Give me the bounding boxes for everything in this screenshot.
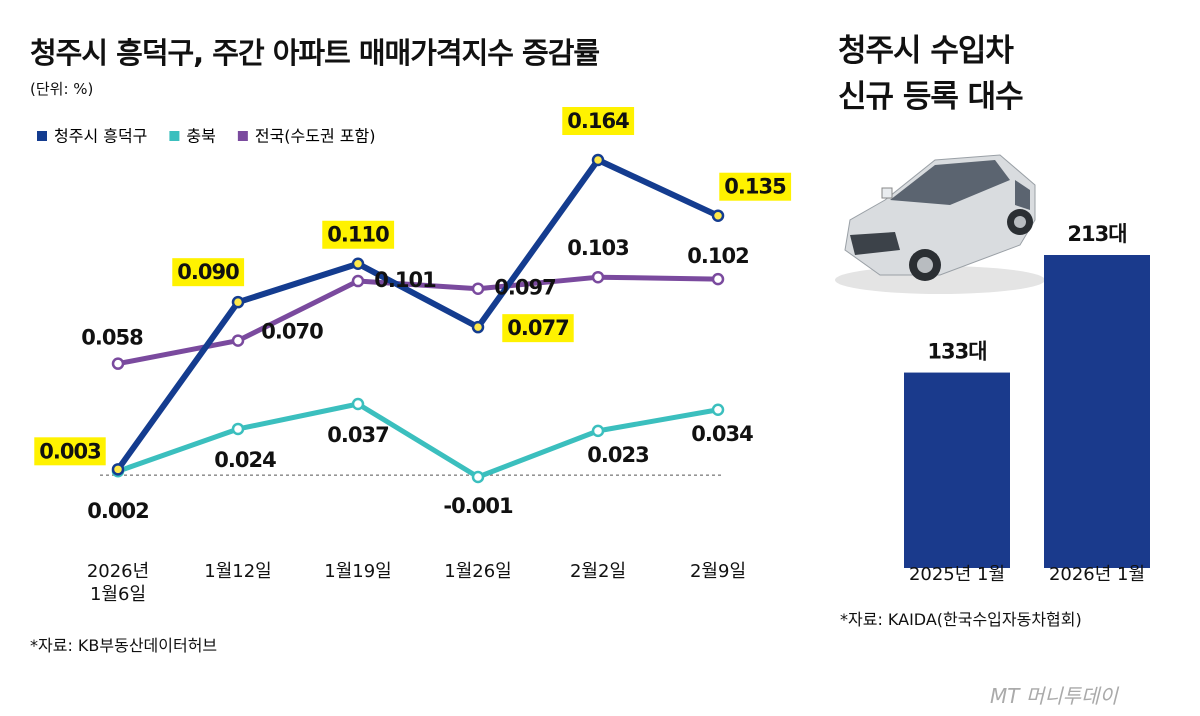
data-label-group: 0.101 bbox=[374, 268, 437, 292]
x-tick-label: 1월26일 bbox=[444, 561, 512, 582]
data-label-group: 0.077 bbox=[502, 314, 574, 343]
series-line bbox=[115, 157, 720, 472]
legend-label: 충북 bbox=[186, 127, 215, 146]
data-label-group: 0.102 bbox=[687, 244, 749, 268]
data-label-group: 0.037 bbox=[327, 423, 389, 447]
data-label: 0.002 bbox=[87, 499, 148, 523]
data-label: 0.058 bbox=[81, 326, 143, 350]
data-point bbox=[111, 463, 125, 476]
x-tick-label: 1월19일 bbox=[324, 561, 392, 582]
data-point bbox=[471, 320, 485, 334]
x-tick-label: 2026년 1월6일 bbox=[86, 561, 150, 605]
data-point bbox=[351, 397, 365, 411]
chart-title: 청주시 흥덕구, 주간 아파트 매매가격지수 증감률 bbox=[30, 36, 600, 70]
data-label: 0.024 bbox=[214, 448, 276, 472]
data-label: 0.037 bbox=[327, 423, 388, 447]
x-tick-label: 2026년 1월 bbox=[1048, 564, 1146, 585]
label-highlight bbox=[562, 107, 635, 135]
x-tick-label: 1월12일 bbox=[204, 561, 272, 582]
data-point bbox=[711, 209, 725, 222]
data-label-group: 0.103 bbox=[567, 236, 629, 260]
data-label: 0.101 bbox=[374, 268, 436, 292]
legend-swatch bbox=[169, 131, 180, 141]
x-tick-label: 2월2일 bbox=[569, 561, 627, 582]
data-label-group: 0.024 bbox=[214, 448, 277, 472]
legend-swatch bbox=[237, 131, 248, 141]
data-label: 0.023 bbox=[587, 443, 648, 467]
data-label: 0.097 bbox=[494, 276, 555, 300]
data-label: 0.103 bbox=[567, 236, 628, 260]
data-point bbox=[351, 274, 365, 288]
data-point bbox=[711, 272, 725, 286]
data-point bbox=[591, 153, 605, 167]
data-point bbox=[351, 257, 365, 270]
data-label: 133대 bbox=[927, 340, 986, 364]
x-tick-label: 2월9일 bbox=[689, 561, 747, 582]
data-label-group: 0.003 bbox=[34, 437, 106, 466]
legend-label: 전국(수도권 포함) bbox=[255, 127, 376, 146]
data-label-group: 0.002 bbox=[87, 499, 149, 523]
data-point bbox=[231, 334, 245, 347]
data-label: 0.034 bbox=[691, 422, 753, 446]
data-point bbox=[471, 282, 485, 295]
car-illustration bbox=[835, 154, 1045, 294]
data-label: 0.164 bbox=[567, 109, 629, 133]
data-label: 0.077 bbox=[507, 316, 568, 340]
data-label-group: 0.097 bbox=[494, 276, 556, 300]
data-label: -0.001 bbox=[443, 494, 513, 518]
label-highlight bbox=[719, 172, 792, 201]
data-point bbox=[231, 295, 245, 309]
series-line bbox=[117, 401, 719, 480]
data-label: 0.135 bbox=[724, 175, 786, 199]
data-label: 0.003 bbox=[39, 439, 100, 463]
data-label-group: 0.058 bbox=[81, 326, 144, 350]
label-highlight bbox=[322, 220, 395, 249]
label-highlight bbox=[172, 258, 245, 287]
watermark: MT 머니투데이 bbox=[990, 684, 1118, 708]
data-label: 0.090 bbox=[177, 260, 239, 284]
data-point bbox=[591, 270, 605, 284]
data-label-group: 0.090 bbox=[172, 258, 245, 287]
chart-subtitle: (단위: %) bbox=[30, 80, 94, 98]
data-label: 0.110 bbox=[327, 223, 389, 247]
source: *자료: KB부동산데이터허브 bbox=[30, 636, 218, 655]
data-label-group: 0.110 bbox=[322, 220, 395, 249]
data-point bbox=[591, 424, 605, 438]
data-point bbox=[471, 470, 485, 484]
data-label-group: 0.023 bbox=[587, 443, 649, 467]
data-point bbox=[231, 422, 245, 436]
source: *자료: KAIDA(한국수입자동차협회) bbox=[840, 610, 1082, 629]
label-highlight bbox=[34, 437, 106, 466]
data-label: 213대 bbox=[1067, 222, 1126, 246]
data-label-group: 0.034 bbox=[691, 422, 754, 446]
data-label-group: 0.164 bbox=[562, 107, 635, 135]
data-label: 0.102 bbox=[687, 244, 748, 268]
data-point bbox=[111, 357, 125, 370]
data-label-group: 0.070 bbox=[261, 320, 324, 344]
data-label-group: -0.001 bbox=[443, 494, 514, 518]
data-label-group: 0.135 bbox=[719, 172, 792, 201]
series-line bbox=[117, 274, 719, 367]
data-point bbox=[711, 403, 725, 417]
bar bbox=[1044, 255, 1150, 568]
bar bbox=[904, 372, 1010, 568]
legend-swatch bbox=[37, 131, 47, 141]
data-label: 0.070 bbox=[261, 320, 323, 344]
x-tick-label: 2025년 1월 bbox=[908, 564, 1006, 585]
chart-title: 청주시 수입차 신규 등록 대수 bbox=[838, 33, 1024, 115]
legend-label: 청주시 흥덕구 bbox=[54, 127, 147, 146]
label-highlight bbox=[502, 314, 574, 343]
